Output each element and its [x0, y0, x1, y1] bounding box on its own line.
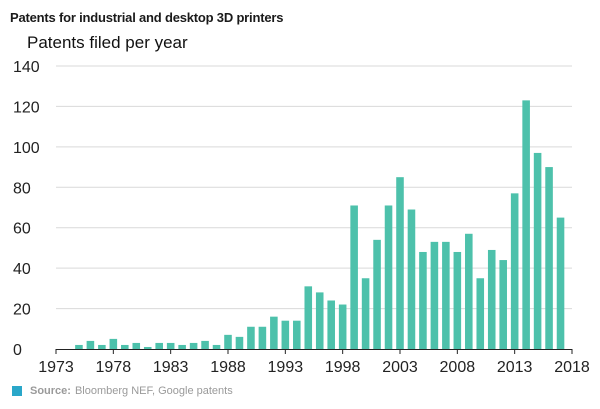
bar	[338, 304, 347, 349]
bar	[224, 334, 232, 349]
bar	[86, 340, 95, 349]
bar	[453, 251, 462, 349]
bar	[442, 241, 450, 349]
y-tick-label: 60	[13, 221, 31, 238]
bar	[247, 326, 255, 349]
bar	[178, 344, 186, 349]
bar	[545, 167, 553, 349]
bar	[315, 292, 324, 349]
y-tick-label: 40	[13, 261, 31, 278]
bar	[109, 338, 118, 349]
source-swatch	[12, 386, 22, 396]
x-tick-label: 2013	[497, 359, 533, 376]
x-tick-label: 1998	[325, 359, 361, 376]
y-tick-label: 20	[13, 302, 31, 319]
bar	[361, 278, 370, 349]
x-tick-label: 1978	[96, 359, 132, 376]
source-text: Bloomberg NEF, Google patents	[74, 385, 233, 397]
y-axis-label: Patents filed per year	[27, 33, 188, 52]
y-tick-label: 120	[13, 99, 40, 116]
bar	[487, 249, 496, 349]
y-tick-label: 140	[13, 59, 40, 76]
bar	[465, 233, 473, 349]
bar	[384, 205, 393, 349]
bar	[373, 239, 381, 349]
x-tick-label: 1983	[153, 359, 189, 376]
bars	[75, 100, 565, 349]
bar	[430, 241, 439, 349]
x-tick-label: 2008	[440, 359, 476, 376]
y-tick-label: 100	[13, 140, 40, 157]
bar	[499, 260, 507, 349]
y-tick-label: 80	[13, 180, 31, 197]
bar	[189, 342, 198, 349]
bar	[166, 342, 175, 349]
bar	[201, 340, 209, 349]
bar	[327, 300, 335, 349]
bar	[212, 344, 221, 349]
bar	[235, 336, 244, 349]
bar	[476, 278, 485, 349]
source-label: Source:	[30, 385, 71, 397]
bar	[155, 342, 163, 349]
bar	[281, 320, 290, 349]
bar	[407, 209, 416, 349]
bar	[132, 342, 141, 349]
bar	[522, 100, 530, 349]
gridlines	[56, 65, 572, 310]
x-tick-label: 1988	[210, 359, 246, 376]
bar	[121, 344, 129, 349]
bar	[98, 344, 106, 349]
bar	[350, 205, 358, 349]
axes: 0 20 40 60 80 100 120 140 1973 1978 1983 1988 1993 19…	[13, 59, 590, 376]
x-tick-label: 1973	[38, 359, 74, 376]
bar	[143, 346, 152, 349]
bar	[293, 320, 301, 349]
bar	[270, 316, 278, 349]
x-tick-label: 2018	[554, 359, 590, 376]
bar	[419, 251, 427, 349]
x-tick-label: 2003	[382, 359, 418, 376]
bar	[304, 286, 313, 349]
bar	[75, 344, 83, 349]
source-note: Source: Bloomberg NEF, Google patents	[12, 385, 233, 397]
bar	[510, 193, 519, 349]
x-tick-label: 1993	[268, 359, 304, 376]
bar	[258, 326, 267, 349]
chart-title: Patents for industrial and desktop 3D pr…	[10, 10, 284, 25]
bar	[396, 177, 404, 349]
bar	[556, 217, 565, 349]
y-tick-label: 0	[13, 342, 22, 359]
bar	[533, 152, 542, 349]
